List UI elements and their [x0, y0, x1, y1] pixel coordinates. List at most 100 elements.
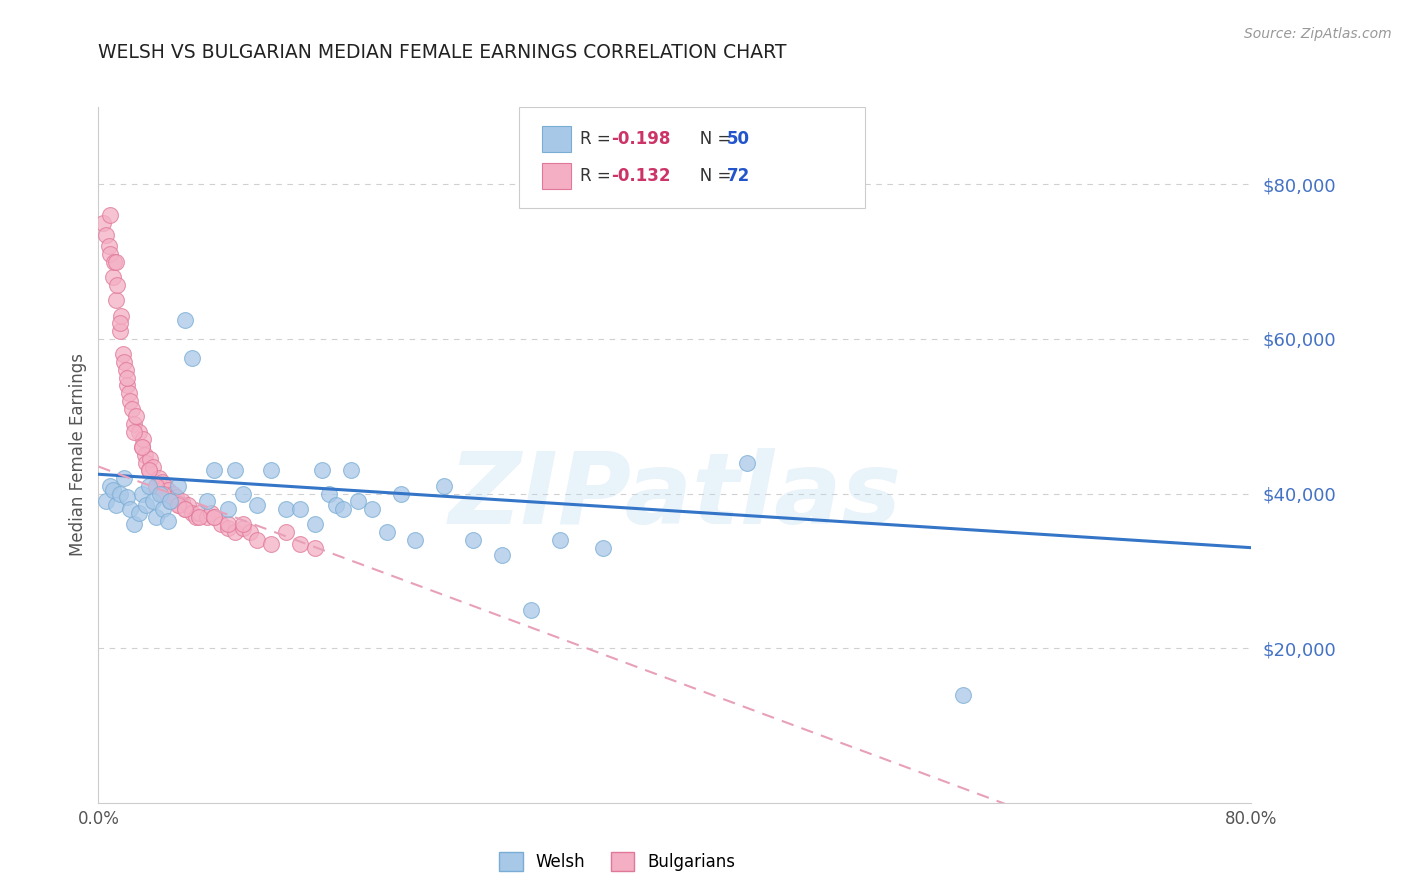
Point: [120, 502, 142, 516]
FancyBboxPatch shape: [519, 107, 865, 208]
Point: [149, 486, 172, 500]
Point: [311, 463, 333, 477]
Point: [131, 440, 153, 454]
Text: R =: R =: [581, 167, 616, 185]
Point: [361, 502, 384, 516]
Point: [101, 483, 124, 497]
Point: [156, 483, 179, 497]
Text: N =: N =: [685, 167, 737, 185]
Point: [121, 401, 143, 416]
Point: [246, 533, 269, 547]
Text: R =: R =: [581, 130, 616, 148]
Point: [170, 494, 193, 508]
Point: [142, 459, 165, 474]
Point: [108, 486, 131, 500]
Y-axis label: Median Female Earnings: Median Female Earnings: [69, 353, 87, 557]
Point: [132, 433, 155, 447]
Point: [131, 440, 153, 454]
Point: [97, 239, 120, 253]
Point: [131, 486, 153, 500]
Point: [209, 517, 232, 532]
Point: [152, 486, 174, 500]
Point: [98, 479, 121, 493]
Point: [405, 533, 427, 547]
Point: [332, 502, 354, 516]
Point: [202, 509, 225, 524]
Point: [135, 456, 157, 470]
Point: [318, 486, 340, 500]
Text: Source: ZipAtlas.com: Source: ZipAtlas.com: [1244, 27, 1392, 41]
Point: [239, 525, 262, 540]
Point: [112, 471, 135, 485]
Point: [139, 451, 162, 466]
Point: [134, 448, 156, 462]
Point: [274, 525, 297, 540]
Point: [104, 498, 127, 512]
Point: [94, 494, 117, 508]
Text: -0.198: -0.198: [612, 130, 671, 148]
Point: [118, 386, 141, 401]
Point: [224, 525, 246, 540]
Text: ZIPatlas: ZIPatlas: [449, 448, 901, 545]
Point: [224, 463, 246, 477]
Text: WELSH VS BULGARIAN MEDIAN FEMALE EARNINGS CORRELATION CHART: WELSH VS BULGARIAN MEDIAN FEMALE EARNING…: [98, 44, 787, 62]
Point: [346, 494, 368, 508]
Point: [159, 494, 181, 508]
Text: 72: 72: [727, 167, 749, 185]
Point: [138, 463, 160, 477]
Point: [491, 549, 513, 563]
Point: [217, 521, 239, 535]
Point: [290, 537, 312, 551]
Point: [108, 317, 131, 331]
Point: [128, 506, 150, 520]
Point: [117, 378, 139, 392]
Point: [195, 494, 218, 508]
Point: [162, 486, 184, 500]
Point: [231, 517, 254, 532]
Point: [952, 688, 974, 702]
Point: [110, 309, 132, 323]
Point: [104, 254, 127, 268]
Text: -0.132: -0.132: [612, 167, 671, 185]
Text: 50: 50: [727, 130, 749, 148]
Point: [290, 502, 312, 516]
Point: [389, 486, 412, 500]
Point: [177, 498, 200, 512]
Point: [202, 509, 225, 524]
Point: [339, 463, 361, 477]
Point: [105, 277, 128, 292]
Point: [124, 425, 146, 439]
Point: [101, 270, 124, 285]
Point: [150, 475, 173, 489]
Point: [592, 541, 614, 555]
Text: N =: N =: [685, 130, 737, 148]
Point: [156, 514, 179, 528]
Point: [246, 498, 269, 512]
Point: [153, 479, 176, 493]
Legend: Welsh, Bulgarians: Welsh, Bulgarians: [492, 846, 742, 878]
Point: [98, 247, 121, 261]
Point: [188, 509, 211, 524]
Point: [274, 502, 297, 516]
Point: [142, 494, 165, 508]
Point: [145, 509, 167, 524]
Point: [103, 254, 125, 268]
Point: [174, 502, 197, 516]
Point: [217, 517, 239, 532]
Point: [202, 463, 225, 477]
Point: [186, 509, 208, 524]
Point: [260, 537, 283, 551]
Point: [145, 479, 167, 493]
Bar: [543, 126, 571, 153]
Point: [125, 409, 148, 424]
Bar: [543, 162, 571, 189]
Point: [174, 502, 197, 516]
Point: [231, 521, 254, 535]
Point: [124, 517, 146, 532]
Point: [304, 541, 326, 555]
Point: [375, 525, 398, 540]
Point: [195, 509, 218, 524]
Point: [188, 506, 211, 520]
Point: [548, 533, 571, 547]
Point: [165, 491, 187, 505]
